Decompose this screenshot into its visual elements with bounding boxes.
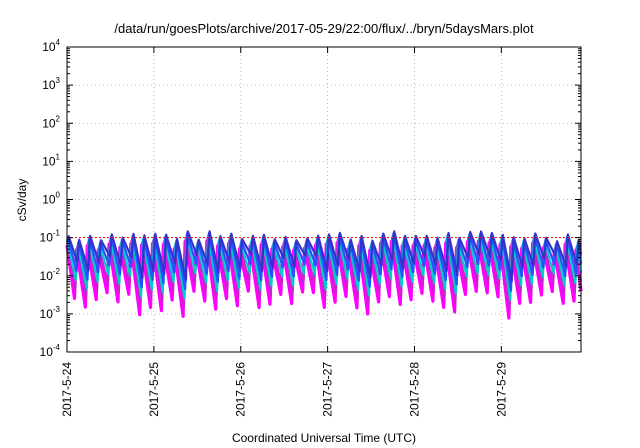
y-tick-base: 10	[40, 345, 54, 359]
y-tick-label: 10-1	[40, 229, 61, 245]
y-tick-base: 10	[42, 154, 56, 168]
x-tick-label: 2017-5-26	[234, 362, 248, 417]
chart-title: /data/run/goesPlots/archive/2017-05-29/2…	[114, 21, 534, 36]
y-tick-label: 10-4	[40, 343, 61, 359]
y-tick-label: 101	[42, 152, 60, 168]
y-tick-label: 103	[42, 76, 60, 92]
y-tick-base: 10	[42, 193, 56, 207]
y-tick-exponent: -2	[53, 267, 61, 276]
y-tick-base: 10	[40, 269, 54, 283]
plot-area	[65, 230, 583, 320]
x-tick-label: 2017-5-27	[321, 362, 335, 417]
y-tick-exponent: 3	[56, 76, 61, 85]
y-tick-base: 10	[42, 78, 56, 92]
y-tick-exponent: 4	[56, 38, 61, 47]
y-tick-exponent: 2	[56, 114, 61, 123]
series-line	[67, 230, 583, 283]
y-tick-base: 10	[42, 116, 56, 130]
x-tick-label: 2017-5-28	[407, 362, 421, 417]
axis-ticks	[66, 46, 581, 353]
y-tick-exponent: -4	[53, 343, 61, 352]
y-tick-label: 10-3	[40, 305, 61, 321]
y-axis-label: cSv/day	[15, 179, 29, 222]
y-tick-base: 10	[40, 307, 54, 321]
y-tick-label: 10-2	[40, 267, 61, 283]
y-tick-label: 102	[42, 114, 60, 130]
x-tick-label: 2017-5-25	[147, 362, 161, 417]
x-axis-label: Coordinated Universal Time (UTC)	[232, 431, 416, 445]
y-tick-exponent: -3	[53, 305, 61, 314]
x-tick-labels: 2017-5-24 2017-5-25 2017-5-26 2017-5-27 2017…	[60, 362, 508, 417]
y-tick-base: 10	[42, 40, 56, 54]
x-tick-label: 2017-5-24	[60, 362, 74, 417]
y-tick-exponent: 1	[56, 152, 61, 161]
y-tick-exponent: -1	[53, 229, 61, 238]
y-tick-exponent: 0	[56, 191, 61, 200]
y-tick-label: 100	[42, 191, 60, 207]
y-tick-base: 10	[40, 231, 54, 245]
x-tick-label: 2017-5-29	[494, 362, 508, 417]
y-tick-label: 104	[42, 38, 60, 54]
